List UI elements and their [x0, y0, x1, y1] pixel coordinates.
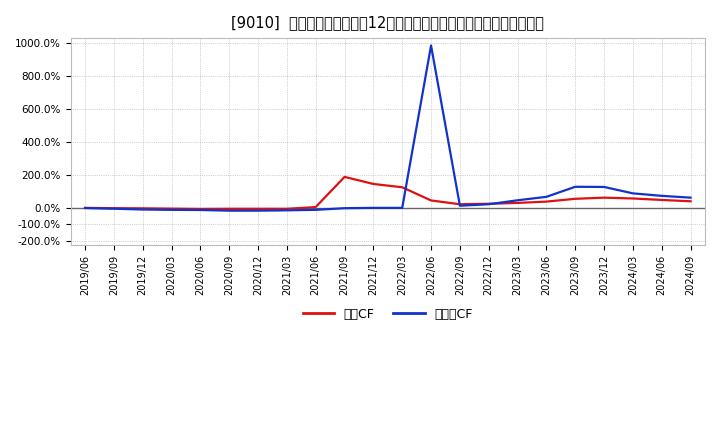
営業CF — [282, 206, 291, 212]
営業CF — [81, 205, 89, 210]
営業CF — [253, 206, 262, 212]
フリーCF — [369, 205, 378, 210]
フリーCF — [456, 203, 464, 209]
営業CF — [341, 174, 349, 180]
営業CF — [138, 206, 147, 211]
営業CF — [657, 197, 666, 202]
営業CF — [225, 206, 233, 212]
フリーCF — [542, 194, 551, 199]
営業CF — [629, 196, 637, 201]
フリーCF — [167, 207, 176, 213]
フリーCF — [571, 184, 580, 189]
フリーCF — [138, 207, 147, 212]
Legend: 営業CF, フリーCF: 営業CF, フリーCF — [297, 303, 478, 326]
営業CF — [109, 205, 118, 211]
フリーCF — [109, 206, 118, 211]
営業CF — [167, 206, 176, 211]
フリーCF — [427, 43, 436, 48]
フリーCF — [629, 191, 637, 196]
営業CF — [369, 181, 378, 187]
フリーCF — [225, 208, 233, 213]
営業CF — [600, 195, 608, 200]
フリーCF — [686, 195, 695, 200]
Line: フリーCF: フリーCF — [85, 45, 690, 211]
フリーCF — [81, 205, 89, 211]
営業CF — [485, 201, 493, 206]
フリーCF — [341, 205, 349, 211]
フリーCF — [600, 184, 608, 190]
営業CF — [571, 196, 580, 202]
営業CF — [686, 198, 695, 204]
Line: 営業CF: 営業CF — [85, 177, 690, 209]
Title: [9010]  キャッシュフローの12か月移動合計の対前年同期増減率の推移: [9010] キャッシュフローの12か月移動合計の対前年同期増減率の推移 — [231, 15, 544, 30]
フリーCF — [282, 208, 291, 213]
営業CF — [513, 200, 522, 205]
フリーCF — [485, 202, 493, 207]
営業CF — [196, 206, 204, 212]
フリーCF — [513, 198, 522, 203]
フリーCF — [196, 207, 204, 213]
営業CF — [311, 205, 320, 210]
営業CF — [398, 185, 407, 190]
フリーCF — [657, 193, 666, 198]
営業CF — [456, 202, 464, 207]
フリーCF — [311, 207, 320, 213]
営業CF — [427, 198, 436, 203]
フリーCF — [398, 205, 407, 210]
フリーCF — [253, 208, 262, 213]
営業CF — [542, 199, 551, 204]
